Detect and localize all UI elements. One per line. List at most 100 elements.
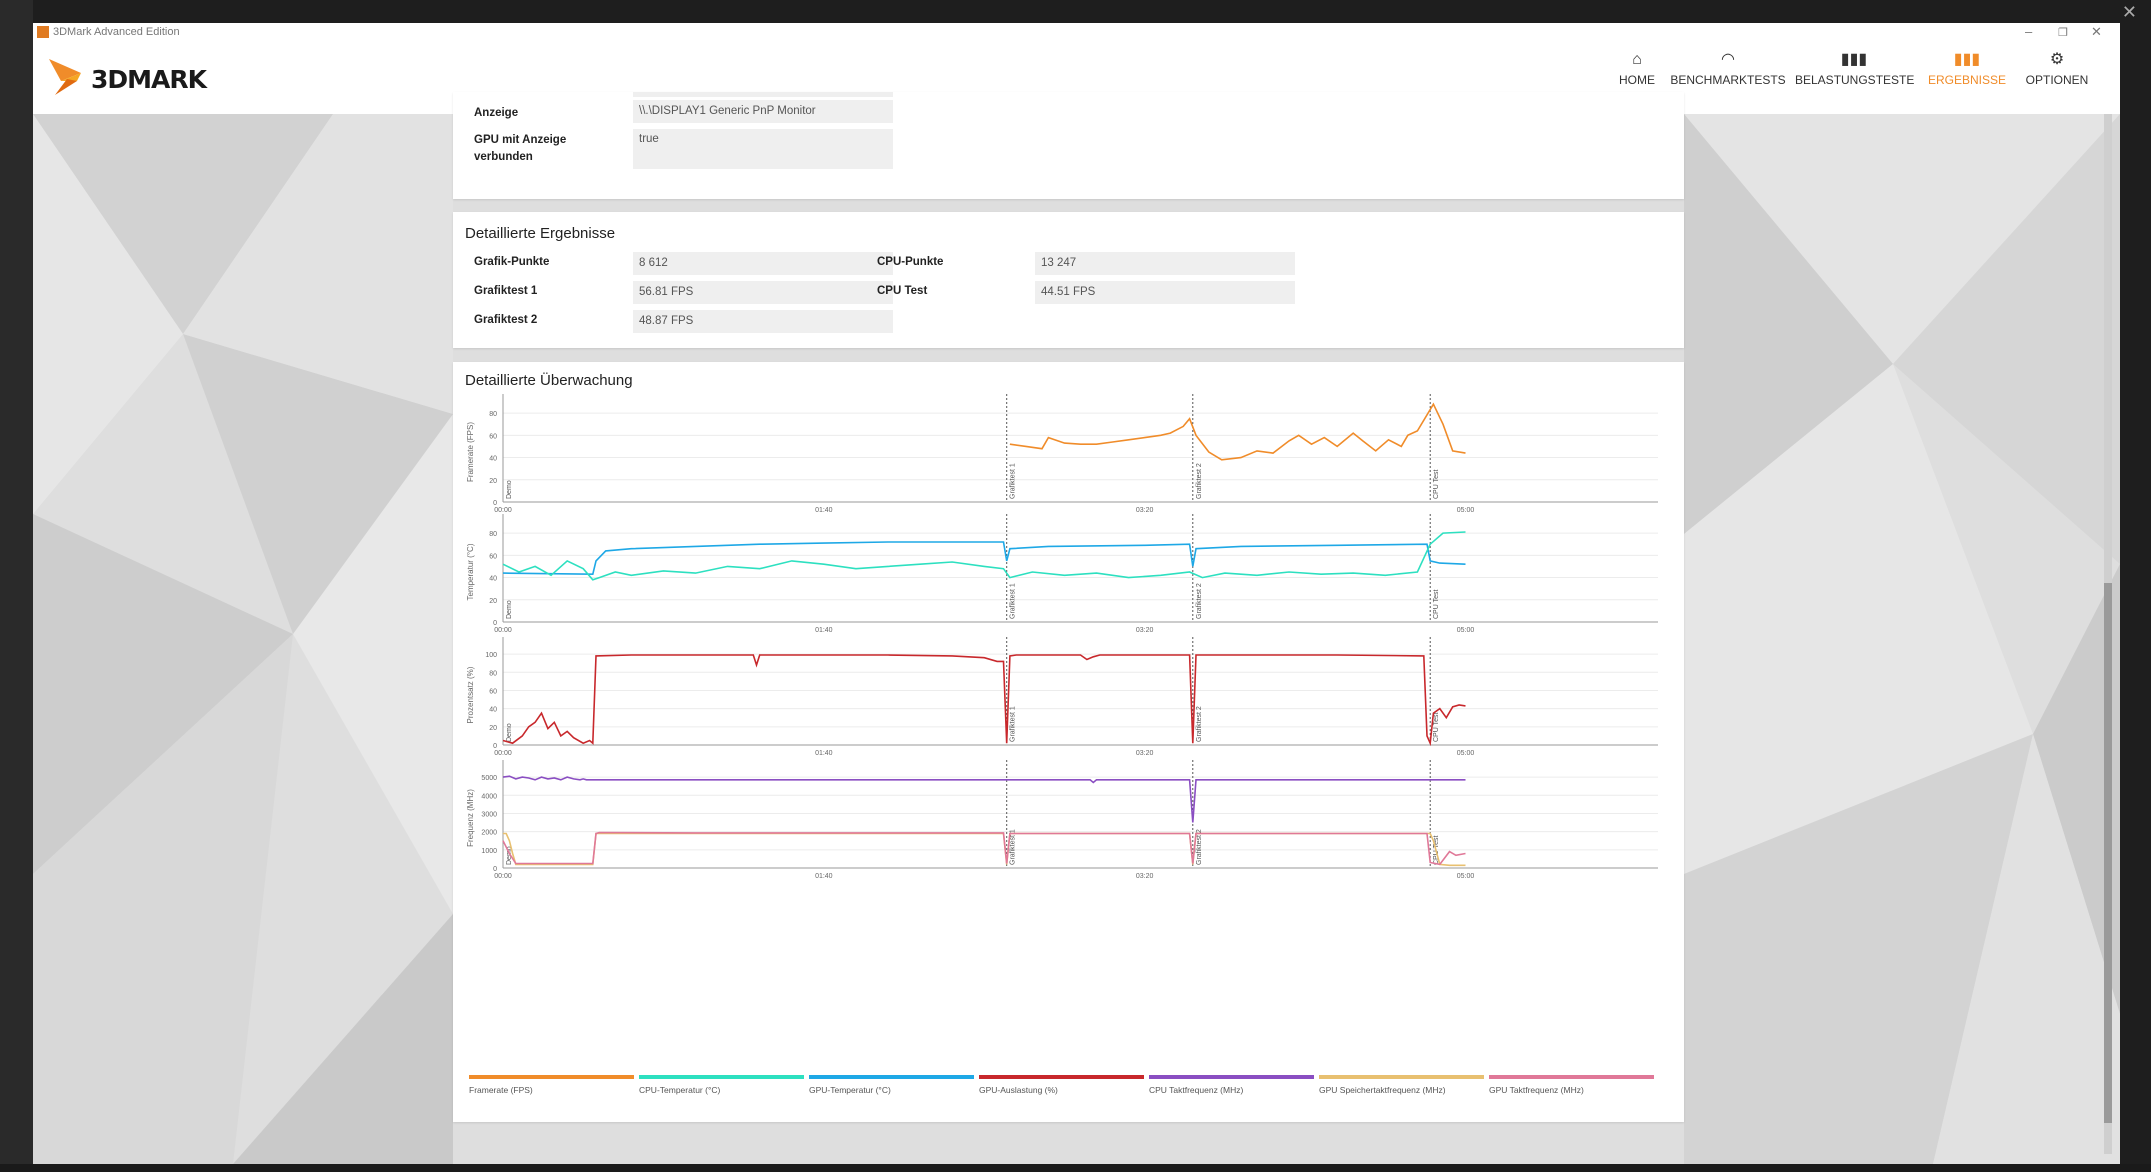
- desktop-background: [0, 0, 33, 1172]
- x-tick-label: 05:00: [1457, 507, 1475, 514]
- phase-marker-label: Demo: [506, 600, 513, 619]
- y-tick-label: 80: [489, 411, 497, 418]
- y-tick-label: 60: [489, 688, 497, 695]
- phase-marker-label: Grafiktest 1: [1010, 829, 1017, 865]
- x-tick-label: 00:00: [494, 873, 512, 880]
- phase-marker-label: CPU Test: [1433, 470, 1440, 499]
- monitoring-card: Detaillierte Überwachung 0 20 40 60 80 Framer…: [453, 362, 1684, 1122]
- x-tick-label: 05:00: [1457, 750, 1475, 757]
- series-line: [1009, 402, 1466, 461]
- label-grafik-punkte: Grafik-Punkte: [474, 256, 550, 268]
- y-tick-label: 3000: [481, 811, 497, 818]
- x-tick-label: 03:20: [1136, 627, 1154, 634]
- legend-swatch: [1149, 1075, 1314, 1079]
- x-tick-label: 01:40: [815, 750, 833, 757]
- label-cpu-punkte: CPU-Punkte: [877, 256, 944, 268]
- phase-marker-label: Demo: [506, 846, 513, 865]
- y-axis-label: Temperatur (°C): [466, 543, 475, 600]
- value-cpu-punkte: 13 247: [1035, 252, 1295, 275]
- label-grafiktest-1: Grafiktest 1: [474, 285, 538, 297]
- y-axis-label: Frequenz (MHz): [466, 789, 475, 847]
- legend-swatch: [809, 1075, 974, 1079]
- legend-label: GPU-Auslastung (%): [979, 1085, 1058, 1095]
- nav-optionen[interactable]: ⚙ OPTIONEN: [2017, 47, 2097, 109]
- gauge-icon: ◠: [1721, 51, 1735, 68]
- legend-item[interactable]: CPU Taktfrequenz (MHz): [1149, 1075, 1314, 1095]
- legend-item[interactable]: GPU-Auslastung (%): [979, 1075, 1144, 1095]
- brand-name: 3DMARK: [91, 65, 207, 94]
- nav-benchmarktests[interactable]: ◠ BENCHMARKTESTS: [1669, 47, 1787, 109]
- legend-item[interactable]: GPU-Temperatur (°C): [809, 1075, 974, 1095]
- legend-swatch: [1489, 1075, 1654, 1079]
- x-tick-label: 05:00: [1457, 873, 1475, 880]
- legend-swatch: [1319, 1075, 1484, 1079]
- phase-marker-label: Grafiktest 2: [1196, 463, 1203, 499]
- nav-belastungsteste[interactable]: ▮▮▮ BELASTUNGSTESTE: [1795, 47, 1914, 109]
- y-tick-label: 0: [493, 620, 497, 627]
- phase-marker-label: Grafiktest 1: [1010, 583, 1017, 619]
- scrollbar-thumb[interactable]: [2104, 583, 2112, 1123]
- y-tick-label: 40: [489, 456, 497, 463]
- y-tick-label: 100: [485, 652, 497, 659]
- series-line: [502, 541, 1466, 576]
- nav-ergebnisse-label: ERGEBNISSE: [1927, 73, 2007, 87]
- detailed-results-card: Detaillierte Ergebnisse Grafik-Punkte 8 …: [453, 212, 1684, 348]
- x-tick-label: 00:00: [494, 750, 512, 757]
- phase-marker-label: Grafiktest 1: [1010, 706, 1017, 742]
- logo-flame-icon: [49, 59, 81, 95]
- x-tick-label: 03:20: [1136, 507, 1154, 514]
- display-info-card: Anzeige \\.\DISPLAY1 Generic PnP Monitor…: [453, 92, 1684, 199]
- nav-optionen-label: OPTIONEN: [2025, 73, 2089, 87]
- y-tick-label: 2000: [481, 830, 497, 837]
- chart-legend: Framerate (FPS) CPU-Temperatur (°C) GPU-…: [469, 1075, 1679, 1105]
- phase-marker-label: Grafiktest 2: [1196, 706, 1203, 742]
- nav-home-label: HOME: [1619, 73, 1655, 87]
- y-tick-label: 0: [493, 743, 497, 750]
- y-tick-label: 4000: [481, 793, 497, 800]
- legend-swatch: [469, 1075, 634, 1079]
- legend-label: GPU Speichertaktfrequenz (MHz): [1319, 1085, 1446, 1095]
- legend-item[interactable]: GPU Taktfrequenz (MHz): [1489, 1075, 1654, 1095]
- legend-swatch: [639, 1075, 804, 1079]
- value-field-top: [633, 92, 893, 97]
- value-cpu-test: 44.51 FPS: [1035, 281, 1295, 304]
- series-line: [502, 654, 1466, 747]
- label-gpu-mit-anzeige: GPU mit Anzeige verbunden: [474, 134, 567, 163]
- y-axis-label: Prozentsatz (%): [466, 666, 475, 723]
- legend-label: CPU-Temperatur (°C): [639, 1085, 721, 1095]
- minimize-icon[interactable]: –: [2025, 24, 2033, 39]
- legend-item[interactable]: GPU Speichertaktfrequenz (MHz): [1319, 1075, 1484, 1095]
- nav-ergebnisse[interactable]: ▮▮▮ ERGEBNISSE: [1923, 47, 2011, 109]
- x-tick-label: 05:00: [1457, 627, 1475, 634]
- legend-item[interactable]: CPU-Temperatur (°C): [639, 1075, 804, 1095]
- y-tick-label: 0: [493, 866, 497, 873]
- monitoring-charts: 0 20 40 60 80 Framerate (FPS) 00:00 01:40 03:20 0…: [466, 394, 1658, 880]
- phase-marker-label: CPU Test: [1433, 713, 1440, 742]
- phase-marker-label: CPU Test: [1433, 590, 1440, 619]
- series-line: [502, 831, 1466, 866]
- app-window: 3DMark Advanced Edition – ❐ ✕ 3DMARK ⌂ H…: [33, 23, 2120, 1164]
- x-tick-label: 01:40: [815, 507, 833, 514]
- x-tick-label: 00:00: [494, 627, 512, 634]
- y-tick-label: 80: [489, 670, 497, 677]
- value-grafik-punkte: 8 612: [633, 252, 893, 275]
- x-tick-label: 01:40: [815, 873, 833, 880]
- y-axis-label: Framerate (FPS): [466, 422, 475, 482]
- legend-label: Framerate (FPS): [469, 1085, 533, 1095]
- y-tick-label: 20: [489, 598, 497, 605]
- app-icon: [37, 26, 49, 38]
- legend-label: CPU Taktfrequenz (MHz): [1149, 1085, 1244, 1095]
- y-tick-label: 20: [489, 478, 497, 485]
- legend-swatch: [979, 1075, 1144, 1079]
- outer-close-icon[interactable]: ✕: [2121, 2, 2137, 22]
- nav-home[interactable]: ⌂ HOME: [1607, 47, 1667, 109]
- close-icon[interactable]: ✕: [2091, 24, 2102, 39]
- label-anzeige: Anzeige: [474, 107, 519, 119]
- monitoring-title: Detaillierte Überwachung: [465, 372, 633, 389]
- restore-icon[interactable]: ❐: [2058, 27, 2068, 39]
- phase-marker-label: Grafiktest 2: [1196, 583, 1203, 619]
- value-grafiktest-2: 48.87 FPS: [633, 310, 893, 333]
- legend-item[interactable]: Framerate (FPS): [469, 1075, 634, 1095]
- title-bar: 3DMark Advanced Edition – ❐ ✕: [33, 23, 2120, 43]
- brand-logo: 3DMARK: [47, 51, 227, 101]
